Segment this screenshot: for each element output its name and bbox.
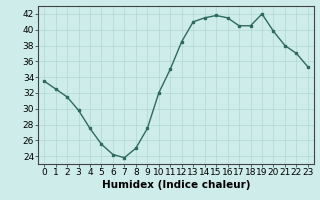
X-axis label: Humidex (Indice chaleur): Humidex (Indice chaleur) xyxy=(102,180,250,190)
